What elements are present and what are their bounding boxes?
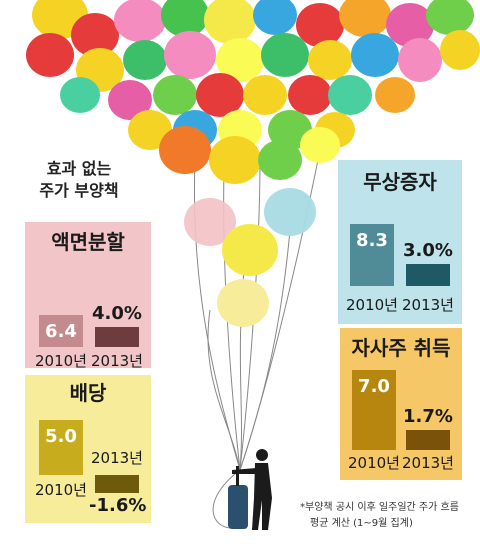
year-label: 2013년 — [91, 352, 143, 370]
businessman-with-pump — [228, 449, 272, 530]
bonus-issue-panel: 무상증자 8.3 2010년 3.0% 2013년 — [338, 160, 462, 324]
bar-2013 — [95, 327, 139, 347]
value-label-2010: 5.0 — [45, 426, 77, 447]
bar-2013 — [95, 475, 139, 493]
headline-line-1: 효과 없는 — [46, 159, 112, 178]
buyback-panel: 자사주 취득 7.0 2010년 1.7% 2013년 — [340, 328, 462, 480]
bar-2013 — [406, 263, 450, 286]
value-label-2013: -1.6% — [89, 494, 147, 516]
bar-2010 — [350, 223, 394, 286]
footnote-line-2: 평균 계산 (1~9월 집계) — [310, 518, 413, 529]
lower-balloons — [184, 188, 316, 327]
footnote: *부양책 공시 이후 일주일간 주가 흐름 평균 계산 (1~9월 집계) — [300, 500, 459, 532]
headline: 효과 없는 주가 부양책 — [24, 158, 134, 202]
dividend-panel: 배당 5.0 2010년 -1.6% 2013년 — [25, 375, 151, 523]
value-label-2010: 7.0 — [358, 375, 390, 397]
value-label-2013: 4.0% — [92, 303, 142, 324]
panel-title: 배당 — [69, 381, 107, 405]
panel-title: 액면분할 — [51, 230, 125, 254]
year-label: 2010년 — [348, 454, 400, 472]
headline-line-2: 주가 부양책 — [39, 181, 119, 200]
bar-2013 — [406, 430, 450, 450]
bar-2010 — [352, 369, 396, 450]
year-label: 2013년 — [91, 449, 143, 467]
footnote-line-1: *부양책 공시 이후 일주일간 주가 흐름 — [300, 502, 459, 513]
panel-title: 자사주 취득 — [351, 336, 451, 360]
year-label: 2010년 — [346, 296, 398, 314]
value-label-2010: 6.4 — [45, 321, 77, 342]
year-label: 2013년 — [402, 296, 454, 314]
year-label: 2010년 — [35, 352, 87, 370]
bar-2010 — [39, 420, 83, 475]
value-label-2013: 1.7% — [403, 406, 453, 428]
stock-split-panel: 액면분할 6.4 2010년 4.0% 2013년 — [25, 222, 151, 370]
year-label: 2013년 — [402, 454, 454, 472]
year-label: 2010년 — [35, 481, 87, 499]
bar-2010 — [39, 315, 83, 347]
value-label-2013: 3.0% — [403, 239, 453, 261]
value-label-2010: 8.3 — [356, 229, 388, 251]
panel-title: 무상증자 — [363, 170, 437, 194]
balloon-cluster — [26, 0, 480, 184]
